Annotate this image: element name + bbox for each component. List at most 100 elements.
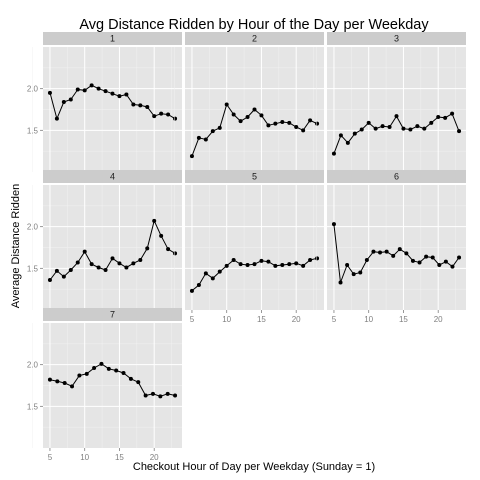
data-point [287,262,292,267]
data-point [373,126,378,131]
y-axis-title: Average Distance Ridden [10,184,22,309]
data-point [331,222,336,227]
data-point [166,112,171,117]
data-point [245,115,250,119]
data-point [273,121,278,126]
data-point [259,113,264,118]
data-point [75,260,80,265]
facet-strip-label: 2 [252,34,257,44]
x-tick-label: 5 [48,453,53,462]
data-point [294,261,299,266]
data-point [231,112,236,117]
data-point [443,259,448,264]
data-point [138,258,143,262]
data-point [131,102,136,107]
data-point [457,129,462,134]
facet-panel-2: 2 [174,32,324,172]
facet-strip [185,32,324,45]
data-point [136,380,141,385]
x-tick-label: 5 [332,315,337,324]
data-point [366,120,371,125]
data-point [84,371,89,376]
x-tick-label: 10 [364,315,373,324]
data-point [238,262,243,267]
y-tick-label: 1.5 [27,402,39,411]
data-point [158,394,163,399]
x-tick-label: 15 [257,315,266,324]
data-point [266,259,271,264]
data-point [364,258,369,262]
data-point [61,274,66,279]
data-point [391,253,396,258]
data-point [152,218,157,223]
data-point [82,88,87,93]
data-point [82,249,87,254]
data-point [397,247,402,252]
data-point [315,121,320,126]
x-tick-label: 15 [399,315,408,324]
data-point [124,92,129,97]
chart-title: Avg Distance Ridden by Hour of the Day p… [79,17,429,33]
data-point [245,263,250,267]
data-point [196,283,201,287]
data-point [145,105,150,109]
data-point [61,100,66,104]
data-point [110,256,115,261]
data-point [70,384,75,389]
data-point [394,114,399,119]
data-point [380,124,385,129]
data-point [54,268,59,273]
facet-panel-1: 1 1.5 2.0 [27,32,182,172]
data-point [358,270,363,275]
data-point [301,263,306,268]
facet-strip [185,170,324,183]
data-point [308,118,313,123]
x-tick-label: 10 [80,453,89,462]
data-point [96,86,101,91]
data-point [110,91,115,96]
data-point [338,280,343,285]
data-point [429,120,434,125]
data-point [231,258,236,262]
x-axis-title: Checkout Hour of Day per Weekday (Sunday… [133,461,375,473]
data-point [351,272,356,277]
data-point [410,258,415,263]
data-point [173,393,178,398]
data-point [165,391,170,396]
data-point [359,127,364,132]
data-point [450,264,455,269]
y-tick-label: 2.0 [27,85,39,94]
x-tick-label: 20 [150,453,159,462]
data-point [103,89,108,94]
data-point [424,254,429,259]
x-tick-label: 5 [190,315,195,324]
y-tick-label: 1.5 [27,264,39,273]
data-point [103,268,108,272]
data-point [224,263,229,268]
data-point [143,393,148,398]
facet-strip-label: 1 [110,34,115,44]
data-point [443,115,448,120]
data-point [114,368,119,373]
data-point [150,391,155,396]
facet-panels: 1 1.5 2.0 2 3 4 1.5 2.0 5 5 10 15 20 6 5 10 15 20 7 1.5 2.0 5… [27,32,466,462]
data-point [89,262,94,267]
data-point [124,265,129,270]
data-point [131,261,136,266]
data-point [96,265,101,270]
data-point [159,111,164,116]
facet-panel-7: 7 1.5 2.0 5 10 15 20 [27,308,182,462]
data-point [422,126,427,131]
facet-strip [327,32,466,45]
data-point [99,361,104,366]
data-point [401,126,406,131]
data-point [315,256,320,261]
x-tick-label: 20 [292,315,301,324]
data-point [159,233,164,238]
data-point [436,115,441,119]
data-point [238,119,243,124]
data-point [252,262,257,267]
data-point [62,381,67,385]
data-point [378,250,383,255]
data-point [203,137,208,142]
